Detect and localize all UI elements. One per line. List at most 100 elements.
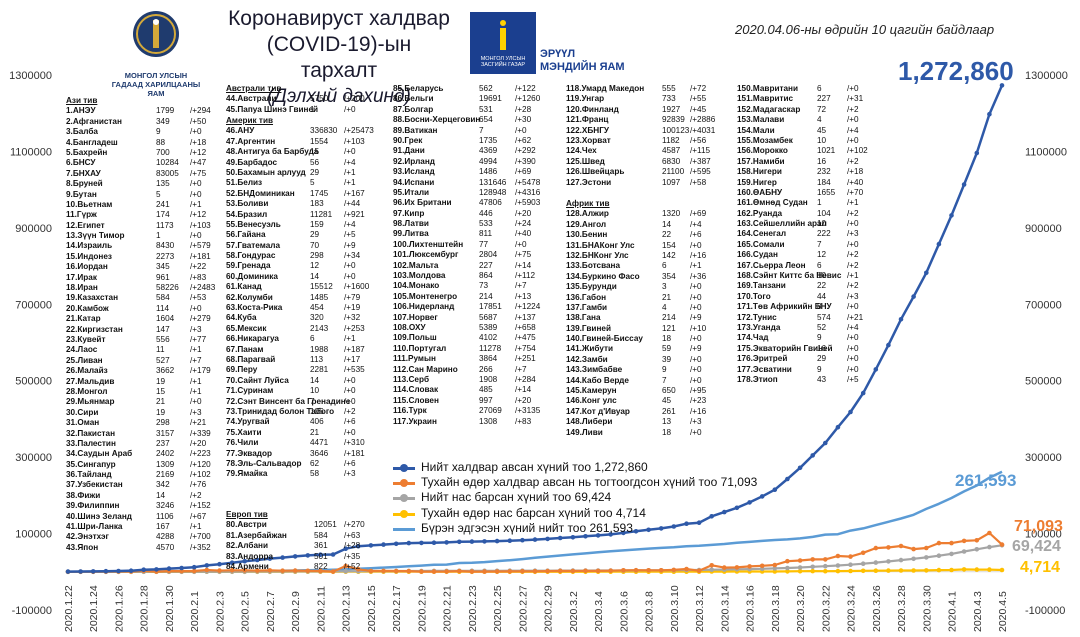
country-row: 8.Бруней 135 /+0 [66, 179, 202, 189]
series-point-total [406, 540, 412, 546]
daily-increase: /+390 [515, 156, 536, 166]
country-name: 161.Өмнөд Судан [737, 198, 808, 208]
daily-increase: /+387 [690, 156, 711, 166]
series-point-daily_deaths [924, 568, 929, 573]
daily-increase: /+181 [344, 448, 365, 458]
daily-increase: /+0 [690, 282, 702, 292]
case-count: 811 [479, 229, 493, 239]
case-count: 349 [156, 116, 170, 126]
daily-increase: /+0 [190, 127, 202, 137]
case-count: 17851 [479, 302, 502, 312]
daily-increase: /+0 [690, 240, 702, 250]
country-name: 36.Тайланд [66, 470, 112, 480]
country-name: 18.Иран [66, 283, 98, 293]
case-count: 336830 [310, 126, 338, 136]
country-row: 83.Андорра 501 /+35 [226, 552, 360, 562]
country-name: 129.Ангол [566, 219, 607, 229]
country-row: 70.Сайнт Луйса 14 /+0 [226, 376, 356, 386]
country-row: 1.АНЭУ 1799 /+294 [66, 106, 211, 116]
country-name: 92.Ирланд [393, 156, 435, 166]
daily-increase: /+75 [515, 250, 532, 260]
country-row: 136.Габон 21 /+0 [566, 292, 702, 303]
country-name: 123.Хорват [566, 135, 611, 145]
country-row: 141.Жибути 59 /+9 [566, 344, 702, 354]
series-point-total [759, 494, 765, 499]
country-row: 19.Казахстан 584 /+53 [66, 293, 206, 303]
case-count: 16 [817, 156, 827, 166]
country-row: 77.Эквадор 3646 /+181 [226, 449, 365, 459]
country-name: 39.Филиппин [66, 501, 120, 511]
country-name: 38.Фижи [66, 490, 101, 500]
country-row: 5.Бахрейн 700 /+12 [66, 148, 206, 158]
case-count: 997 [479, 395, 493, 405]
case-count: 12051 [314, 520, 337, 530]
country-name: 44.Австрали [226, 94, 277, 104]
series-point-total [356, 543, 361, 549]
y-tick-label-right: 300000 [1025, 452, 1062, 464]
country-name: 167.Сьерра Леон [737, 260, 806, 270]
series-point-total [204, 563, 210, 568]
country-name: 170.Того [737, 291, 771, 301]
case-count: 1106 [156, 511, 174, 521]
daily-increase: /+4 [344, 219, 356, 229]
country-name: 87.Болгар [393, 104, 434, 114]
country-name: 136.Габон [566, 292, 607, 302]
country-row: 75.Хаити 21 /+0 [226, 428, 356, 438]
daily-increase: /+0 [190, 189, 202, 199]
case-count: 237 [156, 438, 170, 448]
country-name: 86.Бельги [393, 94, 434, 104]
daily-increase: /+2 [847, 208, 859, 218]
series-point-daily_cases [722, 565, 727, 570]
x-tick-label: 2020.3.8 [644, 591, 656, 632]
case-count: 1554 [310, 136, 329, 146]
case-count: 22 [817, 281, 827, 291]
daily-increase: /+1 [344, 334, 356, 344]
country-name: 140.Гвиней-Биссау [566, 334, 643, 344]
country-row: 44.Австрали 5750 /+200 [226, 94, 365, 104]
series-point-total [595, 533, 601, 538]
country-name: 174.Чад [737, 333, 769, 343]
daily-increase: /+95 [690, 386, 707, 396]
y-tick-label-right: 100000 [1025, 529, 1062, 541]
country-row: 10.Вьетнам 241 /+1 [66, 200, 202, 210]
daily-increase: /+35 [344, 551, 361, 561]
daily-increase: /+67 [190, 511, 207, 521]
daily-increase: /+62 [515, 135, 532, 145]
case-count: 14 [662, 219, 672, 229]
country-name: 119.Унгар [566, 94, 605, 104]
country-name: 53.Боливи [226, 199, 269, 209]
daily-increase: /+77 [190, 335, 207, 344]
country-name: 178.Этиоп [737, 374, 778, 384]
country-name: 43.Япон [66, 542, 99, 552]
case-count: 5687 [479, 312, 498, 322]
country-row: 22.Киргизстан 147 /+3 [66, 325, 202, 335]
series-point-daily_cases [545, 568, 550, 574]
country-row: 11.Гүрж 174 /+12 [66, 210, 206, 220]
x-tick-label: 2020.3.4 [593, 591, 605, 632]
series-point-daily_cases [507, 569, 513, 574]
country-name: 52.БНДоминикан [226, 188, 295, 198]
country-row: 64.Куба 320 /+32 [226, 313, 360, 323]
case-count: 114 [156, 303, 170, 313]
series-point-daily_deaths [835, 568, 841, 574]
continent-heading: Европ тив [226, 510, 268, 519]
country-row: 146.Конг улс 45 /+23 [566, 396, 706, 406]
country-name: 121.Франц [566, 115, 609, 125]
case-count: 6 [817, 84, 822, 93]
series-point-deaths [848, 562, 853, 567]
case-count: 43 [817, 374, 827, 384]
series-point-total [419, 540, 424, 546]
country-row: 16.Иордан 345 /+22 [66, 262, 206, 272]
y-tick-label-left: 300000 [15, 452, 52, 464]
soyombo-icon [500, 20, 506, 50]
daily-increase: /+6 [344, 417, 356, 427]
x-tick-label: 2020.1.24 [88, 585, 100, 632]
series-point-daily_cases [961, 538, 967, 544]
series-point-daily_cases [671, 567, 677, 573]
series-point-total [860, 390, 866, 396]
daily-increase: /+0 [190, 397, 202, 407]
daily-increase: /+79 [344, 292, 361, 302]
daily-increase: /+137 [515, 312, 536, 322]
series-point-daily_cases [520, 569, 525, 574]
series-point-daily_deaths [860, 568, 866, 574]
